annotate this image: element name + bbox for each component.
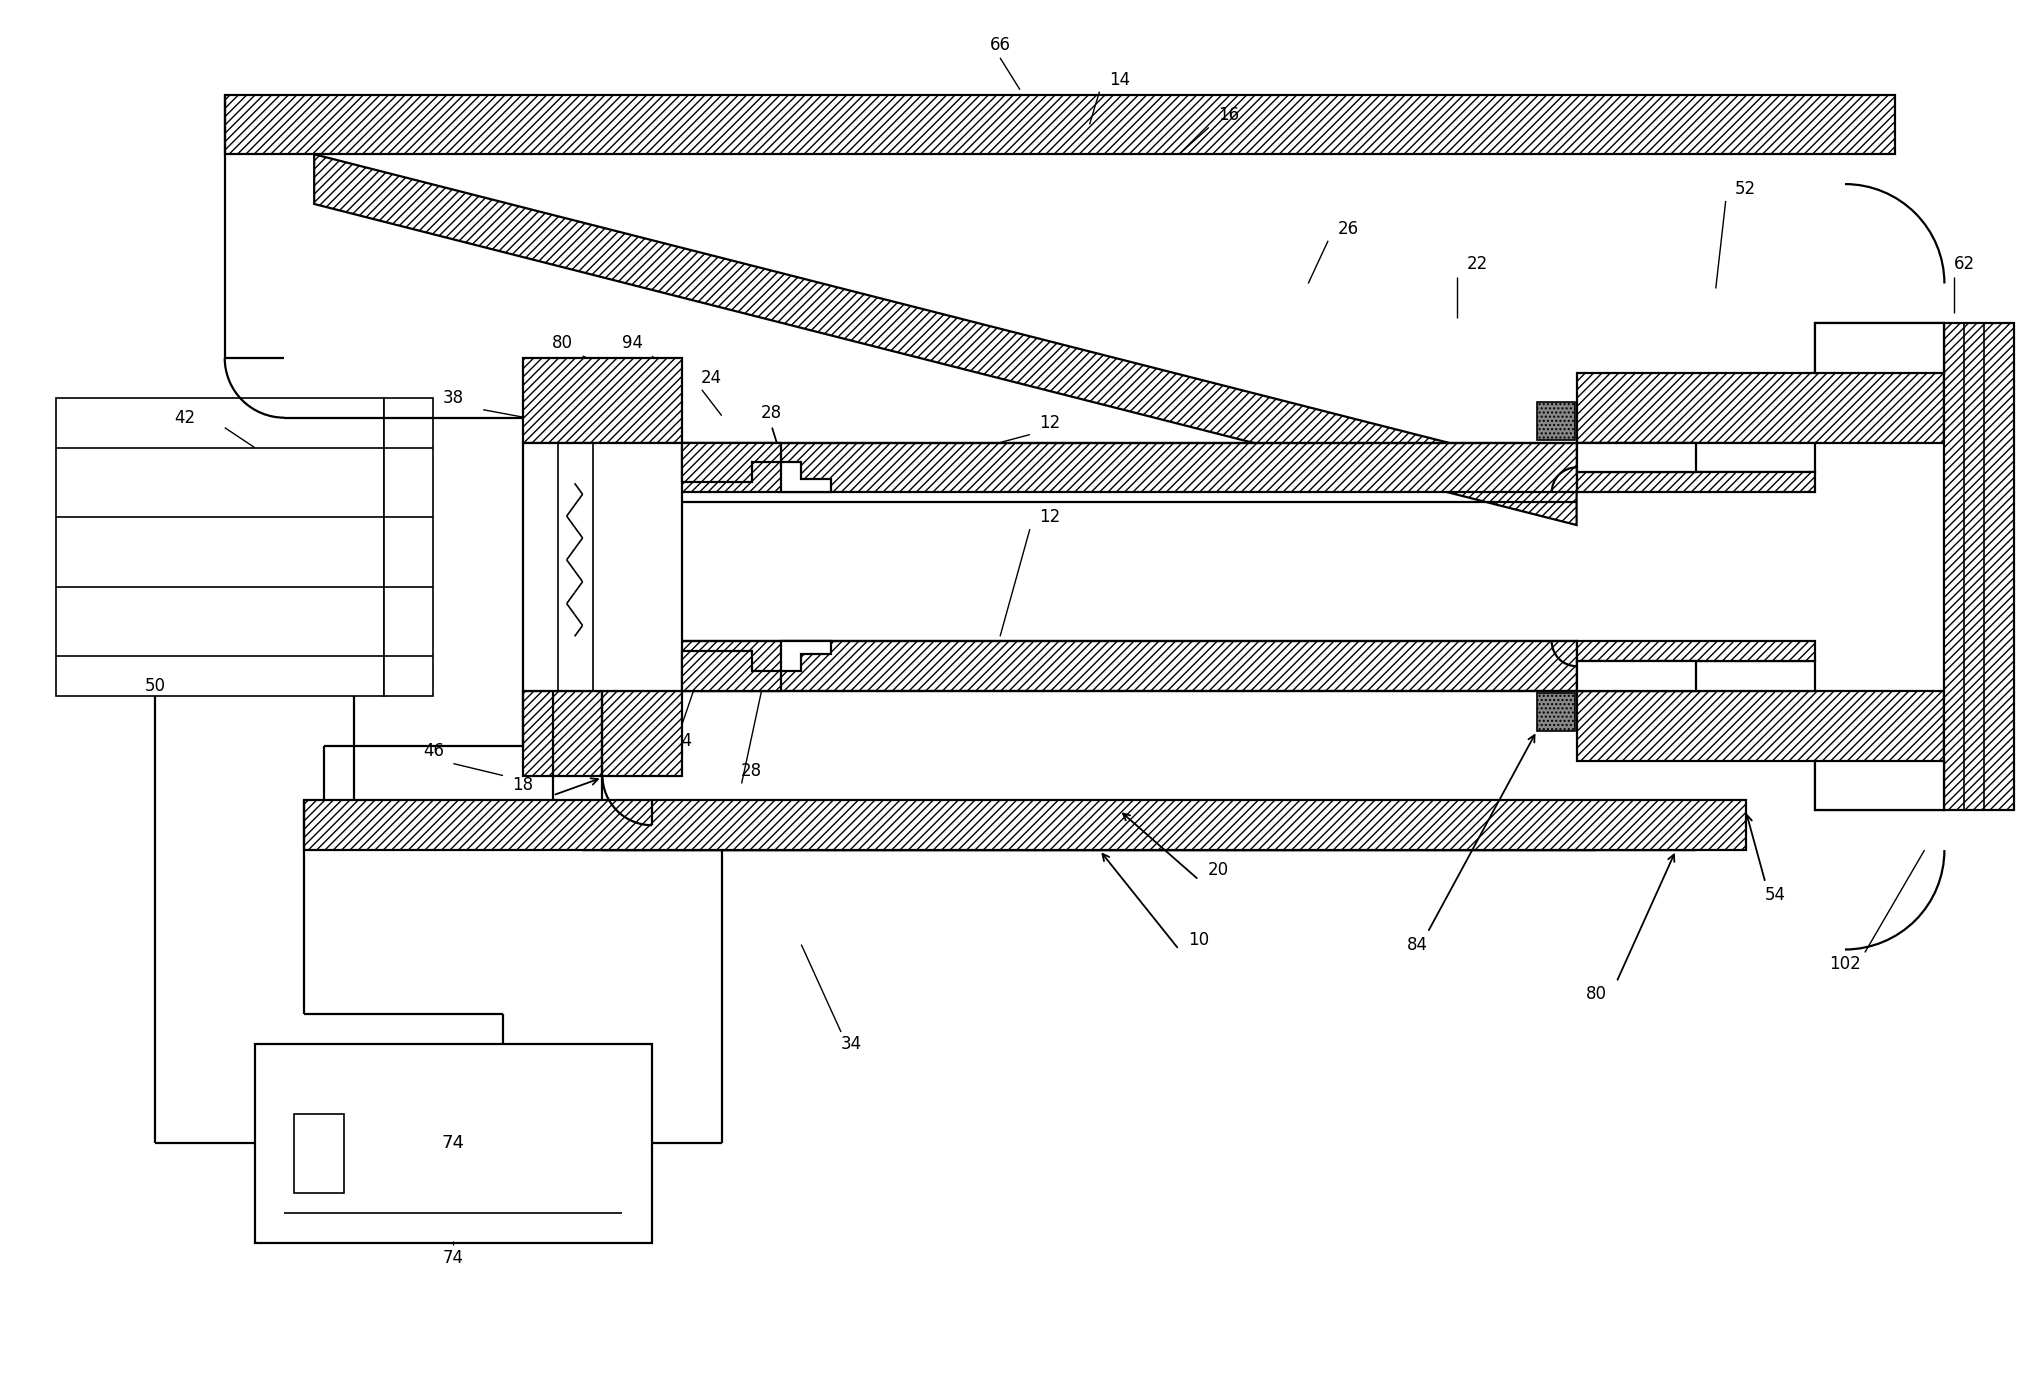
Bar [1577, 641, 1816, 662]
Bar [1577, 472, 1816, 493]
Text: 102: 102 [1830, 955, 1860, 973]
Polygon shape [1577, 662, 1696, 691]
Text: 80: 80 [552, 334, 572, 352]
Polygon shape [681, 652, 780, 691]
Polygon shape [552, 800, 1597, 850]
Text: 52: 52 [1735, 180, 1757, 198]
Bar [255, 1044, 653, 1242]
Polygon shape [1577, 443, 1696, 472]
Text: 80: 80 [1585, 986, 1607, 1004]
Polygon shape [633, 641, 1577, 691]
Polygon shape [633, 443, 1577, 493]
Text: 50: 50 [146, 677, 166, 695]
Bar [384, 398, 433, 697]
Bar [1577, 662, 1816, 691]
Text: 54: 54 [1765, 886, 1785, 903]
Polygon shape [681, 443, 780, 482]
Polygon shape [780, 462, 831, 493]
Polygon shape [524, 357, 681, 443]
Text: 94: 94 [623, 334, 643, 352]
Text: 38: 38 [443, 389, 463, 406]
Text: 74: 74 [443, 1248, 463, 1266]
Text: 66: 66 [989, 36, 1011, 54]
Text: 12: 12 [1039, 508, 1060, 526]
Polygon shape [552, 800, 1696, 850]
Polygon shape [1577, 324, 1945, 443]
Text: 12: 12 [1039, 413, 1060, 431]
Text: 24: 24 [702, 369, 722, 387]
Text: 42: 42 [174, 409, 196, 427]
Polygon shape [1945, 324, 2014, 810]
Text: 10: 10 [1189, 931, 1209, 948]
Polygon shape [224, 95, 1895, 155]
Text: 84: 84 [1407, 935, 1428, 953]
Text: 74: 74 [443, 1135, 465, 1152]
Text: 28: 28 [760, 403, 783, 422]
Text: 16: 16 [1217, 106, 1239, 123]
Text: 62: 62 [1953, 254, 1975, 272]
Text: 14: 14 [1108, 71, 1130, 89]
Text: 20: 20 [1209, 861, 1229, 879]
Polygon shape [1577, 691, 1945, 810]
Polygon shape [524, 691, 681, 776]
Bar [1577, 443, 1816, 472]
Text: 22: 22 [1466, 254, 1488, 272]
Bar [1537, 402, 1575, 440]
Text: 24: 24 [671, 732, 694, 750]
Polygon shape [1816, 761, 1945, 810]
Bar [295, 1114, 344, 1194]
Polygon shape [313, 155, 1577, 525]
Polygon shape [303, 800, 1745, 850]
Bar [524, 443, 681, 691]
Text: 46: 46 [423, 741, 445, 759]
Text: 18: 18 [512, 776, 534, 794]
Polygon shape [780, 641, 831, 671]
Text: 34: 34 [841, 1034, 861, 1053]
Text: 28: 28 [740, 762, 762, 779]
Text: 26: 26 [1337, 219, 1359, 237]
Bar [1537, 692, 1575, 730]
Polygon shape [1816, 324, 1945, 373]
Bar [57, 398, 384, 697]
